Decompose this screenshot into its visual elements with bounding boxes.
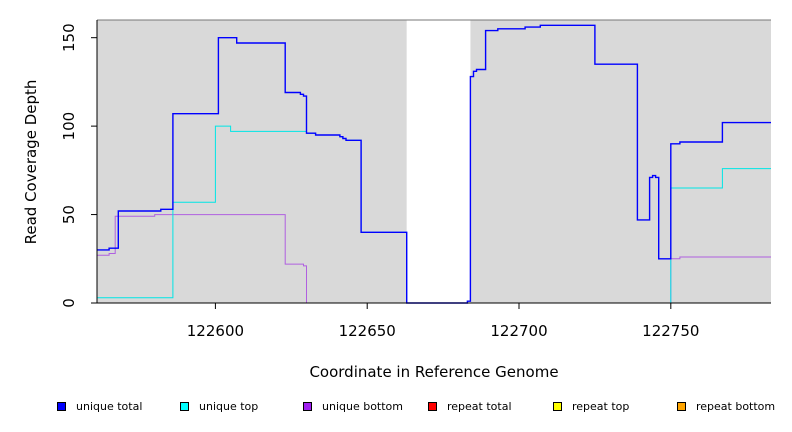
y-tick-label: 50: [60, 205, 78, 224]
legend-item-repeat-bottom: repeat bottom: [677, 400, 775, 413]
legend-label: repeat bottom: [696, 400, 776, 413]
x-tick-label: 122600: [187, 322, 244, 340]
legend-label: repeat total: [447, 400, 512, 413]
legend-swatch: [677, 402, 686, 411]
tick-labels: 122600 122650 122700 122750 0 50 100 150: [60, 23, 699, 340]
legend-item-unique-top: unique top: [180, 400, 258, 413]
y-axis-title: Read Coverage Depth: [22, 80, 40, 245]
y-tick-label: 150: [60, 23, 78, 52]
legend-label: unique total: [76, 400, 143, 413]
legend-label: unique top: [199, 400, 259, 413]
legend-swatch: [553, 402, 562, 411]
plot-background-segment-0: [97, 20, 407, 303]
legend-label: unique bottom: [322, 400, 404, 413]
legend-item-unique-bottom: unique bottom: [303, 400, 403, 413]
series-line-unique-bottom: [97, 214, 771, 304]
x-tick-label: 122750: [642, 322, 699, 340]
y-tick-label: 0: [60, 298, 78, 308]
legend-item-repeat-top: repeat top: [553, 400, 629, 413]
legend-swatch: [180, 402, 189, 411]
axes: [91, 20, 771, 309]
legend-label: repeat top: [572, 400, 630, 413]
series-line-unique-total: [97, 24, 771, 304]
legend-item-repeat-total: repeat total: [428, 400, 512, 413]
legend-swatch: [428, 402, 437, 411]
x-axis-title: Coordinate in Reference Genome: [309, 363, 558, 381]
legend: unique total unique top unique bottom repea…: [0, 400, 792, 418]
legend-swatch: [303, 402, 312, 411]
legend-swatch: [57, 402, 66, 411]
x-tick-label: 122650: [339, 322, 396, 340]
plot-background: [97, 19, 771, 303]
legend-item-unique-total: unique total: [57, 400, 142, 413]
plot-background-segment-1: [470, 20, 771, 303]
y-tick-label: 100: [60, 112, 78, 141]
x-tick-label: 122700: [490, 322, 547, 340]
